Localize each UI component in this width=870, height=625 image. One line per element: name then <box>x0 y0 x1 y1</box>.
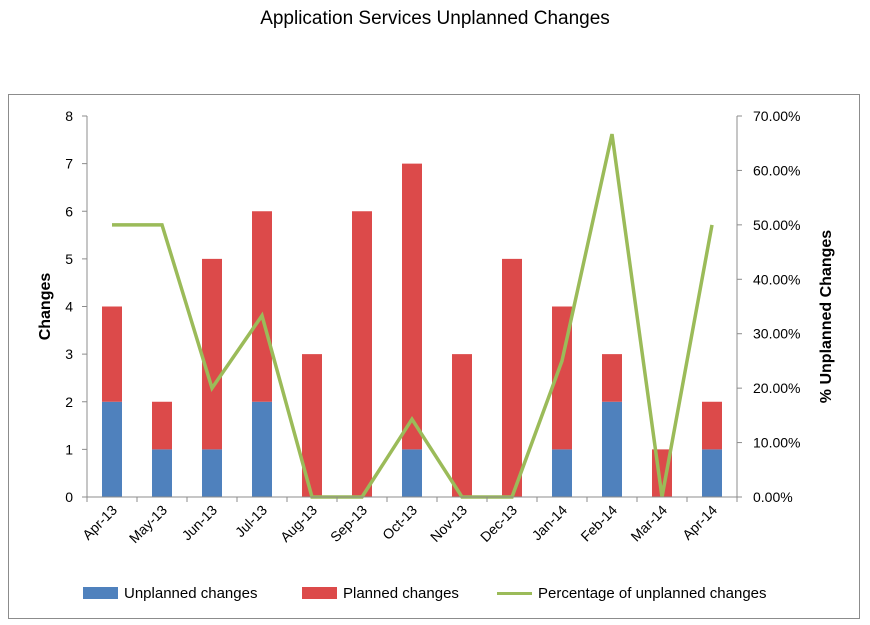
bar-planned-Apr-13 <box>102 306 122 402</box>
x-tick-label-Jan-14: Jan-14 <box>529 502 571 544</box>
y-tick-label-2: 2 <box>65 394 73 410</box>
legend-item-percentage: Percentage of unplanned changes <box>497 584 767 602</box>
bar-unplanned-Jun-13 <box>202 449 222 497</box>
bar-planned-May-13 <box>152 401 172 450</box>
y2-tick-label-4: 40.00% <box>753 271 800 287</box>
bar-planned-Sep-13 <box>352 211 372 497</box>
x-tick-label-Apr-13: Apr-13 <box>79 502 120 543</box>
y2-tick-label-3: 30.00% <box>753 326 800 342</box>
bar-planned-Jun-13 <box>202 258 222 450</box>
x-tick-label-Sep-13: Sep-13 <box>327 502 370 545</box>
y-tick-label-6: 6 <box>65 203 73 219</box>
x-tick-label-Feb-14: Feb-14 <box>577 502 620 545</box>
y2-tick-label-7: 70.00% <box>753 108 800 124</box>
bar-unplanned-Jan-14 <box>552 449 572 497</box>
legend-label-percentage: Percentage of unplanned changes <box>538 584 767 602</box>
bar-unplanned-Apr-13 <box>102 401 122 497</box>
x-tick-label-Apr-14: Apr-14 <box>679 502 720 543</box>
x-tick-label-Jul-13: Jul-13 <box>232 502 270 540</box>
bar-unplanned-Jul-13 <box>252 401 272 497</box>
line-layer <box>112 133 714 499</box>
legend-swatch-planned <box>302 587 337 599</box>
legend-swatch-unplanned <box>83 587 118 599</box>
legend-item-planned: Planned changes <box>302 584 459 602</box>
chart-title: Application Services Unplanned Changes <box>260 8 610 29</box>
x-tick-label-Aug-13: Aug-13 <box>277 502 320 545</box>
bar-planned-Aug-13 <box>302 354 322 497</box>
y-tick-label-5: 5 <box>65 251 73 267</box>
bar-unplanned-Feb-14 <box>602 401 622 497</box>
bar-planned-Apr-14 <box>702 401 722 450</box>
bar-planned-Jul-13 <box>252 211 272 402</box>
bars-layer <box>102 163 722 497</box>
x-tick-label-Mar-14: Mar-14 <box>627 502 670 545</box>
bar-planned-Feb-14 <box>602 354 622 402</box>
y2-axis-title: % Unplanned Changes <box>818 230 835 403</box>
y-tick-label-3: 3 <box>65 346 73 362</box>
y-tick-label-7: 7 <box>65 156 73 172</box>
chart-frame <box>8 94 860 619</box>
y2-tick-label-5: 50.00% <box>753 217 800 233</box>
x-tick-label-Dec-13: Dec-13 <box>477 502 520 545</box>
bar-unplanned-Oct-13 <box>402 449 422 497</box>
y-tick-label-0: 0 <box>65 489 73 505</box>
y-tick-label-8: 8 <box>65 108 73 124</box>
y2-tick-label-2: 20.00% <box>753 380 800 396</box>
y-tick-label-4: 4 <box>65 299 73 315</box>
x-tick-label-Jun-13: Jun-13 <box>179 502 221 544</box>
bar-planned-Nov-13 <box>452 354 472 497</box>
legend-label-planned: Planned changes <box>343 584 459 602</box>
bar-planned-Oct-13 <box>402 163 422 450</box>
legend-swatch-percentage <box>497 591 532 595</box>
bar-unplanned-Apr-14 <box>702 449 722 497</box>
x-tick-label-May-13: May-13 <box>126 502 170 546</box>
legend-label-unplanned: Unplanned changes <box>124 584 258 602</box>
legend-item-unplanned: Unplanned changes <box>83 584 257 602</box>
y2-tick-label-6: 60.00% <box>753 162 800 178</box>
x-tick-label-Nov-13: Nov-13 <box>427 502 470 545</box>
y2-tick-label-1: 10.00% <box>753 435 800 451</box>
axes-layer <box>82 115 742 502</box>
x-tick-label-Oct-13: Oct-13 <box>379 502 420 543</box>
line-percentage-unplanned <box>112 133 714 499</box>
bar-planned-Dec-13 <box>502 258 522 497</box>
y-tick-label-1: 1 <box>65 441 73 457</box>
y2-tick-label-0: 0.00% <box>753 489 793 505</box>
y-axis-title: Changes <box>37 273 54 341</box>
bar-unplanned-May-13 <box>152 449 172 497</box>
